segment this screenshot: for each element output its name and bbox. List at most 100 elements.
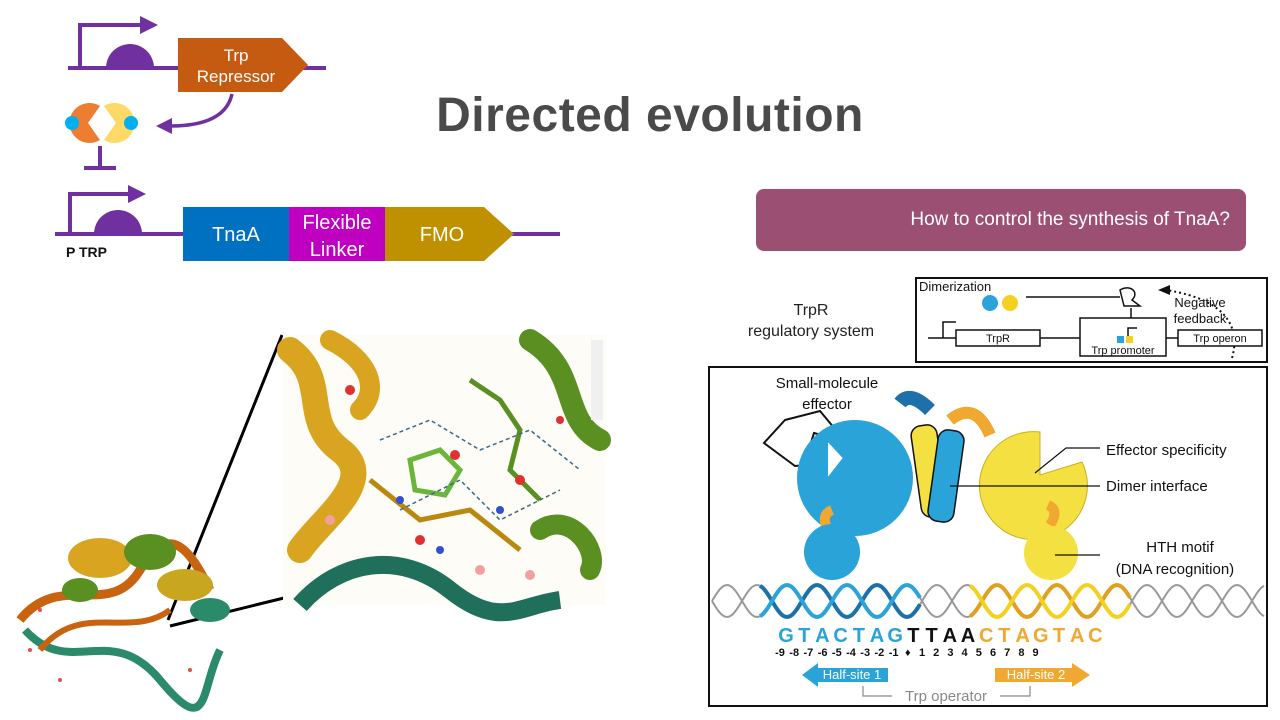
feedback-arrow bbox=[1165, 289, 1236, 359]
fmo-block bbox=[385, 207, 514, 261]
trp-operator-label: Trp operator bbox=[905, 688, 987, 705]
ligand-left-icon bbox=[65, 116, 79, 130]
sequence-position: -9 bbox=[775, 647, 785, 659]
system-label-1: TrpR bbox=[794, 302, 829, 319]
promoter-site-blue-icon bbox=[1117, 336, 1124, 343]
trpr-box-label: TrpR bbox=[986, 333, 1010, 345]
dimerization-label: Dimerization bbox=[919, 279, 991, 294]
operon-box-label: Trp operon bbox=[1193, 333, 1246, 345]
sequence-position: -4 bbox=[846, 647, 857, 659]
left-monomer-icon bbox=[797, 420, 913, 536]
ptrp-arrow-icon bbox=[68, 192, 130, 234]
sequence-base: G bbox=[887, 625, 903, 647]
question-banner: How to control the synthesis of TnaA? bbox=[756, 189, 1246, 251]
repressor-small-icon bbox=[1119, 287, 1143, 307]
trp-repressor-label-1: Trp bbox=[224, 46, 249, 65]
ligand-right-icon bbox=[124, 116, 138, 130]
zoom-structure bbox=[277, 329, 611, 622]
dimer-helix-right-icon bbox=[927, 429, 965, 523]
sequence-base: C bbox=[833, 625, 847, 647]
promoter-box-label: Trp promoter bbox=[1091, 345, 1155, 357]
left-linker-arm bbox=[894, 390, 935, 416]
expression-arrow-icon bbox=[169, 93, 234, 128]
right-linker-arm bbox=[946, 406, 996, 438]
sequence-base: A bbox=[815, 625, 829, 647]
half-site-2-arrow-icon bbox=[995, 663, 1090, 687]
linker-label-1: Flexible bbox=[303, 212, 372, 234]
promoter-arrowhead-icon bbox=[140, 16, 158, 34]
right-hth-icon bbox=[1024, 526, 1078, 580]
half-site-1-label: Half-site 1 bbox=[823, 667, 882, 682]
operator-bracket-right bbox=[1000, 686, 1031, 697]
dna-double-helix bbox=[711, 583, 1265, 619]
dimer-small-right-icon bbox=[1002, 295, 1018, 311]
promoter-site-yellow-icon bbox=[1126, 336, 1133, 343]
sequence-base: A bbox=[870, 625, 884, 647]
sequence-position: 8 bbox=[1018, 647, 1024, 659]
sequence-base: G bbox=[778, 625, 794, 647]
callout-effector-line bbox=[1034, 447, 1100, 474]
sequence-position: -8 bbox=[789, 647, 799, 659]
question-text: How to control the synthesis of TnaA? bbox=[910, 209, 1230, 230]
hth-label-1: HTH motif bbox=[1146, 539, 1214, 556]
negative-feedback-label-2: feedback bbox=[1174, 311, 1227, 326]
sequence-position: -7 bbox=[804, 647, 814, 659]
ptrp-arrowhead-icon bbox=[128, 185, 146, 203]
expression-arrowhead-icon bbox=[156, 118, 172, 134]
half-site-2-label: Half-site 2 bbox=[1007, 667, 1066, 682]
hth-label-2: (DNA recognition) bbox=[1116, 561, 1234, 578]
sequence-position: 7 bbox=[1004, 647, 1010, 659]
sequence-position: -3 bbox=[860, 647, 870, 659]
fmo-label: FMO bbox=[420, 224, 464, 246]
sequence-base: T bbox=[1053, 625, 1065, 647]
sequence-position: 1 bbox=[919, 647, 925, 659]
small-molecule-label-2: effector bbox=[802, 396, 852, 413]
linker-label-2: Linker bbox=[310, 239, 365, 261]
trp-promoter-arrow-icon bbox=[1127, 327, 1137, 336]
sequence-position: -1 bbox=[889, 647, 899, 659]
rbs-icon bbox=[106, 44, 154, 68]
sequence-base: A bbox=[1015, 625, 1029, 647]
system-label-2: regulatory system bbox=[748, 323, 874, 340]
trp-repressor-label-2: Repressor bbox=[197, 67, 276, 86]
left-effector-pocket-icon bbox=[827, 442, 843, 477]
linker-block bbox=[289, 207, 385, 261]
sequence-position: 5 bbox=[976, 647, 982, 659]
dimer-interface-label: Dimer interface bbox=[1106, 478, 1208, 495]
trpr-box bbox=[955, 329, 1041, 347]
sequence-base: A bbox=[943, 625, 957, 647]
trpr-promoter-arrow-icon bbox=[942, 321, 956, 338]
right-hth-linker bbox=[1045, 500, 1060, 528]
tnaa-block bbox=[183, 207, 289, 261]
sequence-position: 9 bbox=[1033, 647, 1039, 659]
promoter-label: P TRP bbox=[66, 244, 107, 260]
rbs-bottom-icon bbox=[94, 210, 142, 234]
viewer-toolbar[interactable] bbox=[591, 340, 603, 420]
trp-repressor-gene bbox=[178, 38, 308, 92]
overview-structure bbox=[16, 534, 230, 712]
promoter-arrow-icon bbox=[78, 23, 145, 68]
sequence-position: -5 bbox=[832, 647, 842, 659]
feedback-arrowhead-icon bbox=[1158, 285, 1170, 295]
operon-box bbox=[1177, 329, 1263, 347]
operator-bracket-left bbox=[862, 686, 892, 697]
sequence-base: T bbox=[998, 625, 1010, 647]
sequence-base: T bbox=[853, 625, 865, 647]
sequence-base: G bbox=[1033, 625, 1049, 647]
left-hth-icon bbox=[804, 524, 860, 580]
sequence-base: T bbox=[925, 625, 937, 647]
sequence-base: C bbox=[1088, 625, 1102, 647]
sequence-position: -6 bbox=[818, 647, 828, 659]
sequence-position: 2 bbox=[933, 647, 939, 659]
effector-specificity-label: Effector specificity bbox=[1106, 442, 1227, 459]
half-site-1-arrow-icon bbox=[802, 663, 888, 687]
sequence-base: T bbox=[907, 625, 919, 647]
sequence-base: C bbox=[979, 625, 993, 647]
sequence-base: T bbox=[798, 625, 810, 647]
sequence-position: 3 bbox=[947, 647, 953, 659]
trpr-regulatory-figure: TrpR regulatory system Dimerization Nega… bbox=[708, 277, 1268, 707]
sequence-base: A bbox=[961, 625, 975, 647]
tnaa-label: TnaA bbox=[212, 224, 260, 246]
genetic-circuit-diagram: Trp Repressor P TRP TnaA Flexible Linker… bbox=[55, 16, 560, 261]
